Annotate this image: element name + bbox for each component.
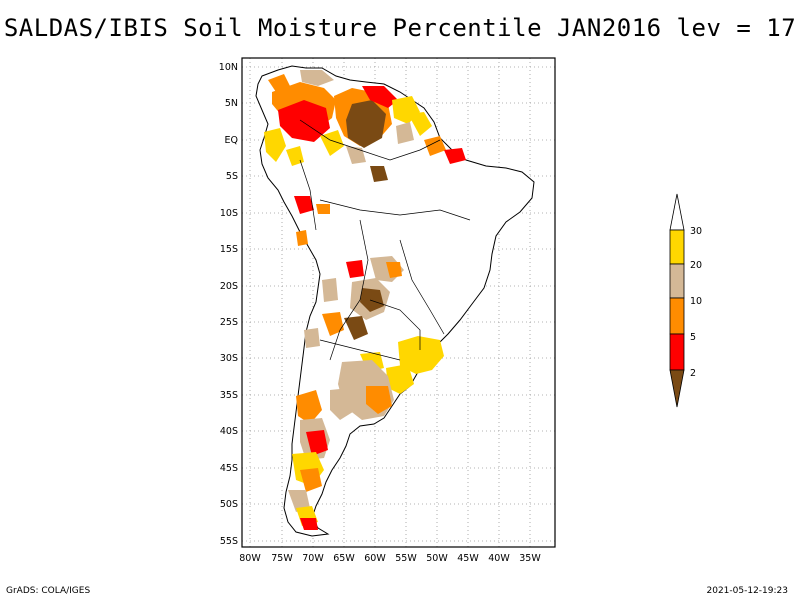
lat-label: 25S (220, 317, 238, 328)
lon-label: 80W (239, 553, 261, 564)
legend-swatch-10 (669, 297, 685, 335)
lon-label: 40W (488, 553, 510, 564)
lat-label: 30S (220, 353, 238, 364)
lat-label: 15S (220, 244, 238, 255)
lon-label: 75W (271, 553, 293, 564)
lat-label: 5N (225, 98, 238, 109)
footer-credit: GrADS: COLA/IGES (6, 586, 91, 596)
legend-label: 10 (690, 296, 702, 307)
lat-label: 10S (220, 208, 238, 219)
lon-label: 35W (519, 553, 541, 564)
legend-label: 2 (690, 368, 696, 379)
country-borders (299, 119, 471, 361)
lon-label: 70W (302, 553, 324, 564)
legend-swatch-top-arrow (669, 193, 685, 231)
lat-label: 20S (220, 281, 238, 292)
lon-label: 65W (333, 553, 355, 564)
legend-swatch-5 (669, 333, 685, 371)
lat-label: 40S (220, 426, 238, 437)
soil-moisture-field (264, 70, 466, 530)
continent-outline (255, 65, 535, 537)
lat-label: 50S (220, 499, 238, 510)
lon-label: 55W (395, 553, 417, 564)
lat-label: 35S (220, 390, 238, 401)
legend-label: 5 (690, 332, 696, 343)
lon-label: 45W (457, 553, 479, 564)
map-title: SALDAS/IBIS Soil Moisture Percentile JAN… (3, 14, 797, 42)
legend-swatch-30 (669, 229, 685, 265)
lon-tick-labels: 80W 75W 70W 65W 60W 55W 50W 45W 40W 35W (239, 553, 541, 564)
legend-label: 20 (690, 260, 702, 271)
footer-timestamp: 2021-05-12-19:23 (706, 586, 789, 596)
legend-swatch-bottom-arrow (669, 369, 685, 408)
lat-label: 10N (219, 62, 238, 73)
lat-label: 5S (226, 171, 238, 182)
legend-swatch-20 (669, 263, 685, 299)
legend-labels: 30 20 10 5 2 (690, 226, 702, 379)
legend-colorbar (669, 193, 685, 408)
lat-label: 55S (220, 536, 238, 547)
lat-tick-labels: 10N 5N EQ 5S 10S 15S 20S 25S 30S 35S 40S… (219, 62, 238, 547)
lat-label: EQ (225, 135, 238, 146)
lon-label: 60W (364, 553, 386, 564)
legend-label: 30 (690, 226, 702, 237)
plot-frame (241, 57, 556, 548)
lon-label: 50W (426, 553, 448, 564)
lat-label: 45S (220, 463, 238, 474)
